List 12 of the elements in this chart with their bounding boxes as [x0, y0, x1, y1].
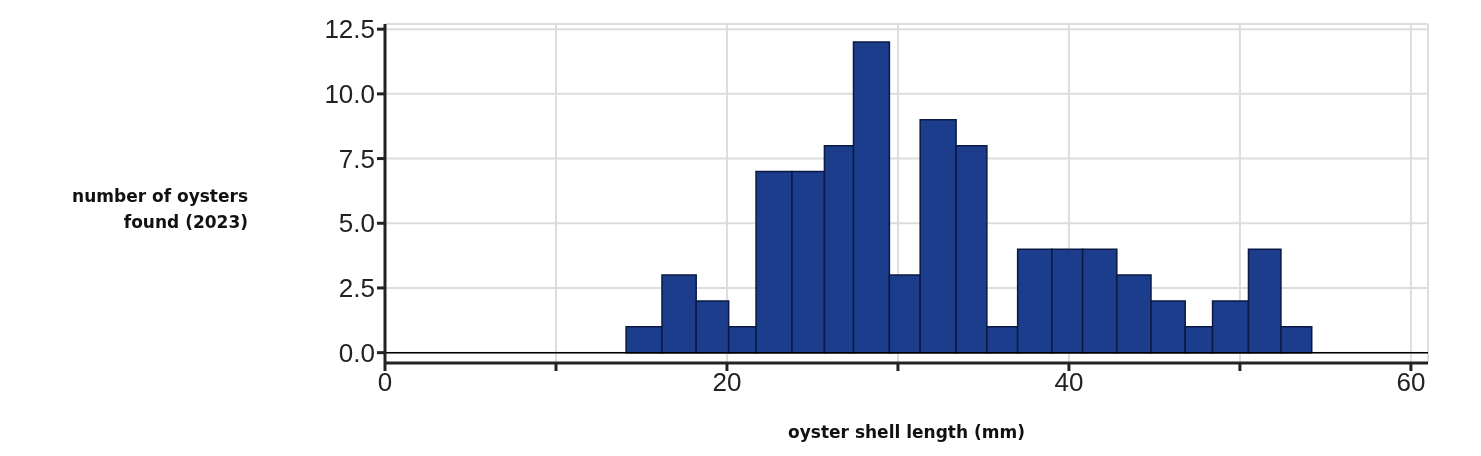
x-tick-label: 20	[712, 367, 742, 398]
x-axis-title: oyster shell length (mm)	[788, 422, 1025, 442]
y-tick-label: 5.0	[338, 208, 375, 239]
y-axis-title: number of oysters found (2023)	[71, 185, 248, 234]
y-tick-label: 0.0	[338, 337, 375, 368]
y-tick-label: 12.5	[324, 14, 375, 45]
y-tick-label: 2.5	[338, 273, 375, 304]
y-tick-label: 10.0	[324, 79, 375, 110]
y-tick-label: 7.5	[338, 143, 375, 174]
x-tick-label: 0	[377, 367, 393, 398]
x-tick-label: 60	[1396, 367, 1426, 398]
x-tick-label: 40	[1054, 367, 1084, 398]
